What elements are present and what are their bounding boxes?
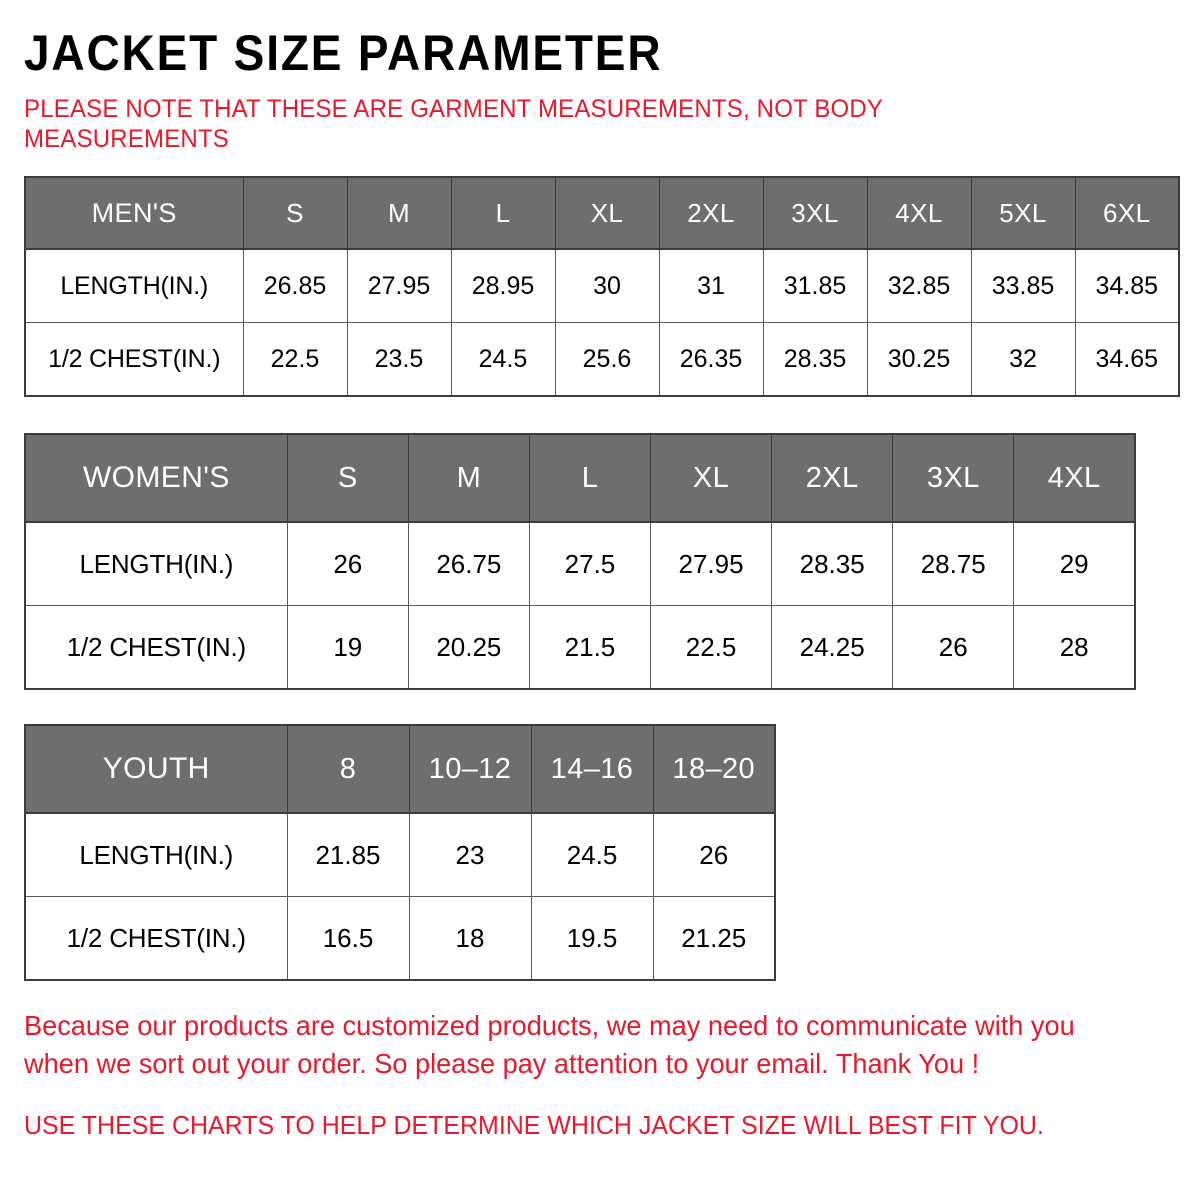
chart-usage-note: USE THESE CHARTS TO HELP DETERMINE WHICH…: [24, 1110, 1044, 1140]
mens-group-label: MEN'S: [24, 176, 244, 250]
youth-row-label-chest: 1/2 CHEST(IN.): [24, 896, 288, 981]
mens-column-header-6xl: 6XL: [1074, 176, 1180, 250]
mens-column-header-l: L: [450, 176, 556, 250]
table-row: 1/2 CHEST(IN.) 19 20.25 21.5 22.5 24.25 …: [24, 605, 1136, 690]
table-row: LENGTH(IN.) 26 26.75 27.5 27.95 28.35 28…: [24, 521, 1136, 606]
youth-column-header-18-20: 18–20: [652, 724, 776, 814]
womens-column-header-s: S: [286, 433, 409, 523]
mens-chest-xl: 25.6: [554, 322, 660, 397]
youth-column-header-14-16: 14–16: [530, 724, 654, 814]
youth-column-header-8: 8: [286, 724, 410, 814]
mens-column-header-m: M: [346, 176, 452, 250]
womens-length-m: 26.75: [407, 521, 530, 606]
youth-row-label-length: LENGTH(IN.): [24, 812, 288, 897]
mens-column-header-s: S: [242, 176, 348, 250]
table-header-row: WOMEN'S S M L XL 2XL 3XL 4XL: [24, 433, 1136, 523]
womens-length-l: 27.5: [528, 521, 652, 606]
table-row: 1/2 CHEST(IN.) 22.5 23.5 24.5 25.6 26.35…: [24, 322, 1180, 397]
womens-row-label-chest: 1/2 CHEST(IN.): [24, 605, 288, 690]
womens-length-s: 26: [286, 521, 409, 606]
garment-measurement-notice: PLEASE NOTE THAT THESE ARE GARMENT MEASU…: [24, 95, 883, 153]
womens-chest-4xl: 28: [1013, 605, 1136, 690]
table-row: LENGTH(IN.) 26.85 27.95 28.95 30 31 31.8…: [24, 248, 1180, 323]
mens-size-table: MEN'S S M L XL 2XL 3XL 4XL 5XL 6XL LENGT…: [24, 176, 1180, 397]
mens-chest-5xl: 32: [970, 322, 1076, 397]
womens-length-xl: 27.95: [650, 521, 773, 606]
youth-size-table: YOUTH 8 10–12 14–16 18–20 LENGTH(IN.) 21…: [24, 724, 776, 981]
mens-length-2xl: 31: [658, 248, 764, 323]
mens-chest-6xl: 34.65: [1074, 322, 1180, 397]
womens-size-table: WOMEN'S S M L XL 2XL 3XL 4XL LENGTH(IN.)…: [24, 433, 1136, 690]
mens-chest-2xl: 26.35: [658, 322, 764, 397]
mens-length-5xl: 33.85: [970, 248, 1076, 323]
mens-column-header-2xl: 2XL: [658, 176, 764, 250]
womens-chest-m: 20.25: [407, 605, 530, 690]
youth-length-18-20: 26: [652, 812, 776, 897]
womens-chest-3xl: 26: [892, 605, 1015, 690]
youth-group-label: YOUTH: [24, 724, 288, 814]
mens-length-l: 28.95: [450, 248, 556, 323]
womens-column-header-4xl: 4XL: [1013, 433, 1136, 523]
mens-row-label-chest: 1/2 CHEST(IN.): [24, 322, 244, 397]
mens-chest-s: 22.5: [242, 322, 348, 397]
mens-column-header-4xl: 4XL: [866, 176, 972, 250]
youth-length-10-12: 23: [408, 812, 532, 897]
mens-row-label-length: LENGTH(IN.): [24, 248, 244, 323]
womens-chest-2xl: 24.25: [771, 605, 894, 690]
table-row: LENGTH(IN.) 21.85 23 24.5 26: [24, 812, 776, 897]
mens-chest-l: 24.5: [450, 322, 556, 397]
womens-column-header-m: M: [407, 433, 530, 523]
mens-chest-3xl: 28.35: [762, 322, 868, 397]
womens-length-2xl: 28.35: [771, 521, 894, 606]
womens-group-label: WOMEN'S: [24, 433, 288, 523]
youth-chest-18-20: 21.25: [652, 896, 776, 981]
youth-chest-10-12: 18: [408, 896, 532, 981]
womens-column-header-xl: XL: [650, 433, 773, 523]
womens-chest-xl: 22.5: [650, 605, 773, 690]
mens-length-s: 26.85: [242, 248, 348, 323]
mens-length-3xl: 31.85: [762, 248, 868, 323]
womens-column-header-2xl: 2XL: [771, 433, 894, 523]
youth-length-14-16: 24.5: [530, 812, 654, 897]
womens-length-3xl: 28.75: [892, 521, 1015, 606]
youth-chest-8: 16.5: [286, 896, 410, 981]
table-header-row: YOUTH 8 10–12 14–16 18–20: [24, 724, 776, 814]
table-header-row: MEN'S S M L XL 2XL 3XL 4XL 5XL 6XL: [24, 176, 1180, 250]
womens-chest-s: 19: [286, 605, 409, 690]
youth-chest-14-16: 19.5: [530, 896, 654, 981]
youth-column-header-10-12: 10–12: [408, 724, 532, 814]
mens-length-xl: 30: [554, 248, 660, 323]
womens-row-label-length: LENGTH(IN.): [24, 521, 288, 606]
mens-chest-4xl: 30.25: [866, 322, 972, 397]
customization-note: Because our products are customized prod…: [24, 1010, 1075, 1079]
mens-length-6xl: 34.85: [1074, 248, 1180, 323]
womens-length-4xl: 29: [1013, 521, 1136, 606]
mens-length-m: 27.95: [346, 248, 452, 323]
mens-column-header-5xl: 5XL: [970, 176, 1076, 250]
womens-column-header-3xl: 3XL: [892, 433, 1015, 523]
mens-length-4xl: 32.85: [866, 248, 972, 323]
youth-length-8: 21.85: [286, 812, 410, 897]
mens-chest-m: 23.5: [346, 322, 452, 397]
mens-column-header-3xl: 3XL: [762, 176, 868, 250]
womens-column-header-l: L: [528, 433, 652, 523]
mens-column-header-xl: XL: [554, 176, 660, 250]
table-row: 1/2 CHEST(IN.) 16.5 18 19.5 21.25: [24, 896, 776, 981]
page-title: JACKET SIZE PARAMETER: [24, 25, 663, 81]
footer-notes: Because our products are customized prod…: [24, 1007, 1176, 1141]
womens-chest-l: 21.5: [528, 605, 652, 690]
